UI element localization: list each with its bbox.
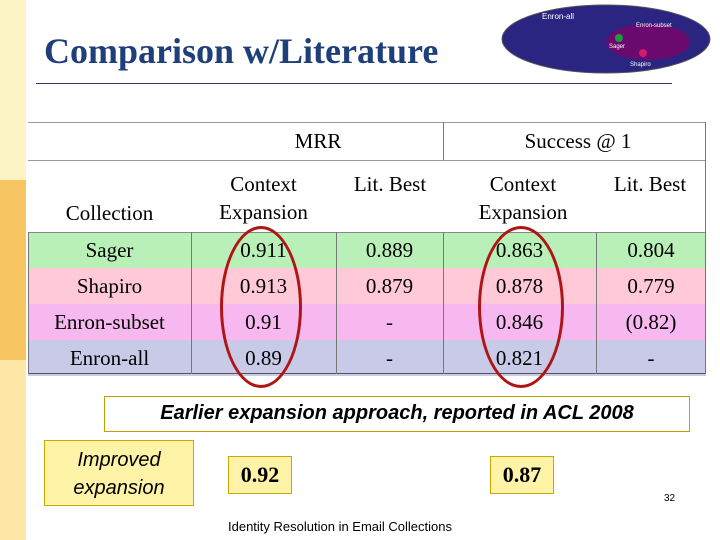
cell-mrr-lit: 0.879 xyxy=(365,274,414,298)
header-mrr: MRR xyxy=(294,129,342,153)
page-number: 32 xyxy=(664,493,676,504)
cell-mrr-lit: - xyxy=(386,346,393,370)
col-header-mrr-context-expansion: Context Expansion xyxy=(219,172,308,224)
venn-sager-dot xyxy=(615,34,623,42)
cell-mrr-lit: 0.889 xyxy=(365,238,414,262)
slide-footer: Identity Resolution in Email Collections xyxy=(228,519,452,534)
highlight-oval-s1-context xyxy=(478,226,564,388)
highlight-oval-mrr-context xyxy=(220,226,302,388)
col-header-s1-lit-best: Lit. Best xyxy=(613,172,687,196)
cell-s1-lit: 0.779 xyxy=(627,274,675,298)
slide-left-bar xyxy=(0,0,26,540)
earlier-approach-banner: Earlier expansion approach, reported in … xyxy=(104,396,690,432)
table-row-enron-subset xyxy=(28,304,706,340)
cell-collection: Enron-subset xyxy=(54,310,165,334)
improved-mrr-value: 0.92 xyxy=(228,456,292,494)
comparison-table: MRR Success @ 1 Collection Context Expan… xyxy=(28,122,706,376)
venn-shapiro-dot xyxy=(639,49,647,57)
cell-s1-lit: 0.804 xyxy=(627,238,675,262)
col-header-mrr-lit-best: Lit. Best xyxy=(353,172,427,196)
table-row-enron-all xyxy=(28,340,706,376)
improved-expansion-label: Improved expansion xyxy=(44,440,194,506)
slide-title: Comparison w/Literature xyxy=(44,31,439,71)
venn-label-enron-all: Enron-all xyxy=(542,12,574,21)
table-row-shapiro xyxy=(28,268,706,304)
header-success-at-1: Success @ 1 xyxy=(524,129,632,153)
cell-collection: Shapiro xyxy=(76,274,143,298)
col-header-s1-context-expansion: Context Expansion xyxy=(478,172,568,224)
cell-mrr-lit: - xyxy=(386,310,393,334)
collections-venn-diagram: Enron-all Enron-subset Sager Shapiro xyxy=(501,4,711,74)
venn-label-sager: Sager xyxy=(609,44,625,50)
venn-label-enron-subset: Enron-subset xyxy=(636,23,672,29)
venn-enron-subset xyxy=(606,24,690,60)
table-row-sager xyxy=(28,232,706,268)
cell-collection: Enron-all xyxy=(69,346,150,370)
improved-s1-value: 0.87 xyxy=(490,456,554,494)
title-divider xyxy=(36,83,672,84)
cell-s1-lit: - xyxy=(647,346,655,370)
cell-s1-lit: (0.82) xyxy=(625,310,677,334)
venn-label-shapiro: Shapiro xyxy=(630,62,651,68)
cell-collection: Sager xyxy=(85,238,134,262)
col-header-collection: Collection xyxy=(65,201,154,225)
